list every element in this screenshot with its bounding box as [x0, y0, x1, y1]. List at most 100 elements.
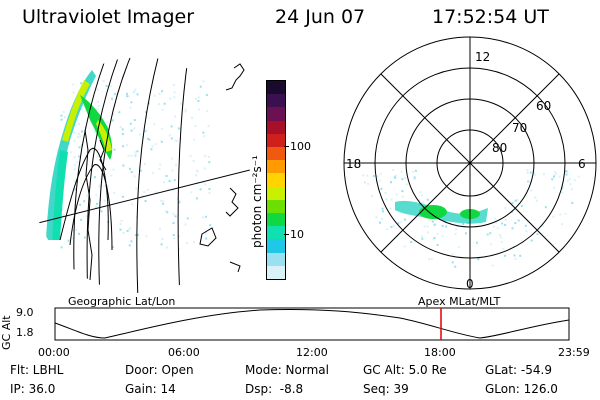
speckle: [62, 111, 65, 114]
colorbar-gradient: [266, 80, 286, 280]
speckle: [413, 177, 416, 180]
speckle: [144, 200, 147, 203]
speckle: [136, 150, 139, 153]
speckle: [423, 225, 426, 228]
speckle: [95, 194, 98, 197]
speckle: [501, 222, 504, 225]
speckle: [558, 175, 561, 178]
speckle: [565, 173, 568, 176]
speckle: [77, 123, 80, 126]
speckle: [566, 179, 569, 182]
speckle: [67, 239, 70, 242]
speckle: [403, 218, 406, 221]
speckle: [113, 191, 116, 194]
speckle: [121, 133, 124, 136]
speckle: [184, 223, 187, 226]
speckle: [73, 139, 76, 142]
speckle: [103, 185, 106, 188]
coastline-6: [229, 261, 241, 273]
speckle: [78, 155, 81, 158]
speckle: [174, 115, 177, 118]
speckle: [392, 224, 395, 227]
speckle: [569, 183, 572, 186]
speckle: [159, 227, 162, 230]
lat-label-70: 70: [512, 121, 527, 135]
speckle: [534, 196, 537, 199]
speckle: [390, 225, 393, 228]
speckle: [146, 137, 149, 140]
info-dsp: Dsp: -8.8: [245, 382, 304, 396]
speckle: [121, 128, 124, 131]
colorbar-segment: [267, 81, 285, 95]
speckle: [496, 227, 499, 230]
aurora-blob-yellow: [96, 120, 112, 152]
colorbar-segment: [267, 147, 285, 161]
speckle: [127, 154, 130, 157]
colorbar-segment: [267, 120, 285, 134]
speckle: [451, 261, 454, 264]
speckle: [165, 174, 168, 177]
speckle: [191, 116, 194, 119]
speckle: [514, 222, 517, 225]
coastline-3: [225, 63, 245, 91]
speckle: [113, 148, 116, 151]
speckle: [131, 203, 134, 206]
speckle: [96, 202, 99, 205]
speckle: [94, 131, 97, 134]
aurora-lower-arc: [52, 150, 68, 240]
speckle: [533, 173, 536, 176]
coastline-2: [99, 139, 107, 171]
speckle: [511, 227, 514, 230]
speckle: [190, 191, 193, 194]
coastline-1: [84, 129, 93, 281]
emission-speckles: [60, 80, 212, 251]
speckle: [193, 241, 196, 244]
speckle: [530, 239, 533, 242]
speckle: [436, 232, 439, 235]
speckle: [79, 135, 82, 138]
date-label: 24 Jun 07: [275, 6, 366, 28]
colorbar-segment: [267, 226, 285, 240]
speckle: [96, 155, 99, 158]
speckle: [170, 137, 173, 140]
speckle: [189, 155, 192, 158]
speckle: [208, 161, 211, 164]
speckle: [516, 199, 519, 202]
speckle: [139, 133, 142, 136]
info-gain: Gain: 14: [125, 382, 176, 396]
speckle: [192, 160, 195, 163]
x-tick-2359: 23:59: [558, 346, 590, 359]
speckle: [492, 225, 495, 228]
speckle: [205, 231, 208, 234]
speckle: [159, 199, 162, 202]
speckle: [71, 237, 74, 240]
speckle: [431, 220, 434, 223]
speckle: [158, 93, 161, 96]
speckle: [514, 257, 517, 260]
speckle: [60, 246, 63, 249]
aurora-arc-bright: [62, 80, 90, 142]
coastline-5: [199, 227, 217, 247]
speckle: [173, 179, 176, 182]
speckle: [155, 191, 158, 194]
speckle: [86, 194, 89, 197]
colorbar-segment: [267, 173, 285, 187]
speckle: [144, 111, 147, 114]
speckle: [75, 228, 78, 231]
speckle: [207, 124, 210, 127]
timeline-y-tick-1.8: 1.8: [16, 326, 34, 339]
speckle: [420, 235, 423, 238]
speckle: [129, 122, 132, 125]
speckle: [144, 162, 147, 165]
speckle: [561, 191, 564, 194]
speckle: [367, 182, 370, 185]
speckle: [389, 207, 392, 210]
speckle: [106, 121, 109, 124]
speckle: [390, 198, 393, 201]
speckle: [77, 132, 80, 135]
polar-emission: [362, 168, 580, 268]
speckle: [400, 170, 403, 173]
speckle: [412, 171, 415, 174]
speckle: [130, 171, 133, 174]
speckle: [520, 205, 523, 208]
